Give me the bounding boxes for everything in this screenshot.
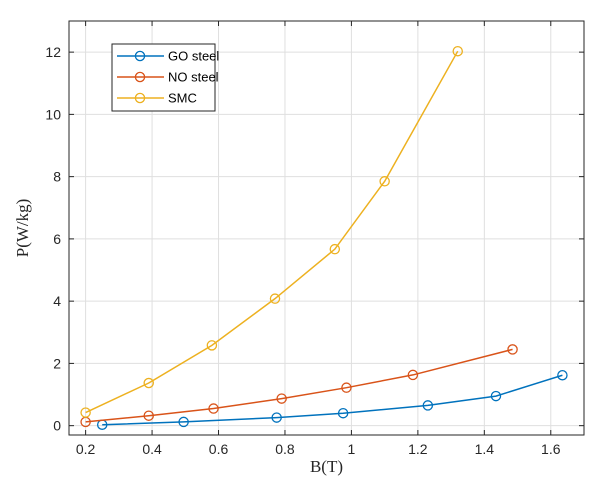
y-tick-label: 2 xyxy=(53,355,61,371)
grid-lines xyxy=(69,21,584,435)
x-tick-label: 0.6 xyxy=(209,441,229,457)
legend-label-smc: SMC xyxy=(168,91,197,106)
x-tick-label: 1.2 xyxy=(408,441,428,457)
legend: GO steel NO steel SMC xyxy=(111,43,219,112)
legend-swatch-marker-smc xyxy=(134,92,146,104)
data-point-smc xyxy=(80,407,91,418)
data-point-smc xyxy=(379,176,390,187)
data-point-no-steel xyxy=(341,382,352,393)
data-point-no-steel xyxy=(276,393,287,404)
data-point-go-steel xyxy=(337,407,349,419)
data-point-go-steel xyxy=(557,369,568,381)
y-tick-label: 0 xyxy=(53,418,61,434)
data-point-no-steel xyxy=(407,369,419,381)
series-smc xyxy=(80,45,463,418)
axes-box xyxy=(68,20,585,436)
y-tick-label: 10 xyxy=(45,106,61,122)
data-point-smc xyxy=(452,45,463,57)
x-tick-label: 1.6 xyxy=(541,441,561,457)
data-point-go-steel xyxy=(422,400,434,411)
data-point-no-steel xyxy=(143,410,154,421)
legend-swatch-marker-go-steel xyxy=(134,50,146,62)
x-tick-label: 0.8 xyxy=(275,441,295,457)
y-tick-label: 6 xyxy=(53,231,61,247)
x-tick-label: 1 xyxy=(348,441,356,457)
x-tick-label: 0.4 xyxy=(142,441,162,457)
data-point-go-steel xyxy=(490,390,502,402)
data-point-go-steel xyxy=(178,416,189,428)
data-point-smc xyxy=(329,243,341,255)
data-point-go-steel xyxy=(271,412,282,423)
y-axis-label: P(W/kg) xyxy=(13,199,32,258)
series-line-go-steel xyxy=(102,374,563,426)
data-point-smc xyxy=(269,293,281,304)
series-line-smc xyxy=(85,50,459,414)
legend-swatch-marker-no-steel xyxy=(134,71,146,83)
data-point-no-steel xyxy=(208,403,219,414)
data-point-smc xyxy=(143,377,154,389)
y-tick-label: 8 xyxy=(53,169,61,185)
series-line-no-steel xyxy=(85,348,513,423)
x-tick-label: 0.2 xyxy=(76,441,96,457)
y-tick-label: 12 xyxy=(45,44,61,60)
data-point-smc xyxy=(206,340,218,351)
y-tick-label: 4 xyxy=(53,293,61,309)
series-no-steel xyxy=(80,344,518,428)
x-axis-label: B(T) xyxy=(310,457,343,476)
x-tick-label: 1.4 xyxy=(475,441,495,457)
series-layer xyxy=(80,45,568,430)
legend-label-no-steel: NO steel xyxy=(168,70,219,85)
legend-label-go-steel: GO steel xyxy=(168,49,219,64)
data-point-no-steel xyxy=(507,344,518,355)
axis-ticks: 0.2 0.4 0.6 0.8 1 1.2 1.4 1.6 0 2 4 6 8 10 12 xyxy=(45,21,584,457)
